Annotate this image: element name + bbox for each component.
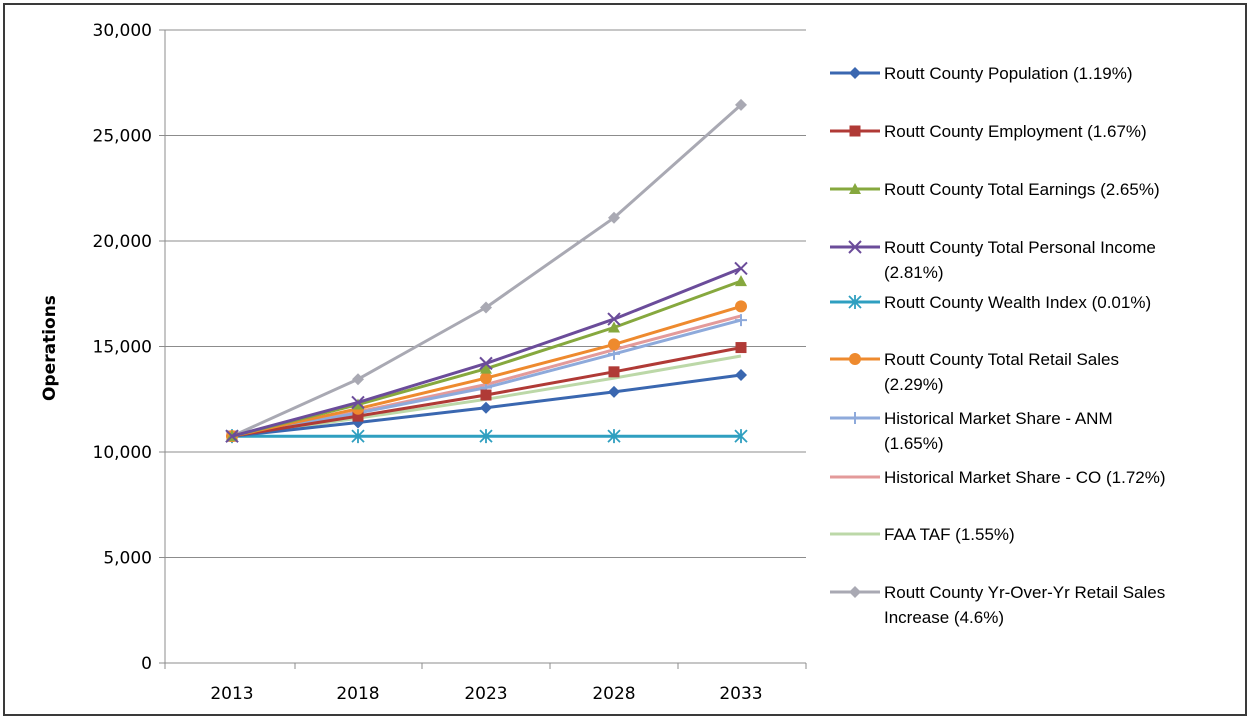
y-tick-label: 30,000 (93, 21, 152, 41)
legend-label: Routt County Wealth Index (0.01%) (884, 293, 1151, 312)
series-marker (351, 429, 365, 444)
y-axis-title: Operations (40, 295, 60, 401)
series-marker (734, 261, 748, 276)
x-tick-label: 2023 (464, 684, 507, 704)
series-marker (735, 342, 747, 354)
y-tick-labels: 0 5,000 10,000 15,000 20,000 25,000 30,000 (93, 21, 152, 674)
legend-label: (2.29%) (884, 375, 944, 394)
y-tick-label: 20,000 (93, 232, 152, 252)
series-marker (849, 412, 861, 424)
series-marker (849, 183, 861, 194)
legend-label: Routt County Total Retail Sales (884, 350, 1119, 369)
legend-label: Routt County Total Earnings (2.65%) (884, 180, 1160, 199)
series-marker (735, 98, 747, 111)
y-tick-label: 10,000 (93, 443, 152, 463)
legend-entry: Routt County Yr-Over-Yr Retail Sales Incr… (830, 583, 1165, 627)
legend-label: (1.65%) (884, 434, 944, 453)
legend-label: Routt County Total Personal Income (884, 238, 1156, 257)
legend-entry: Routt County Total Retail Sales (2.29%) (830, 350, 1119, 394)
x-tick-label: 2013 (210, 684, 253, 704)
series-marker (608, 366, 620, 378)
legend-label: (2.81%) (884, 263, 944, 282)
x-tick-labels: 2013 2018 2023 2028 2033 (210, 684, 762, 704)
series-marker (735, 314, 747, 327)
series-marker (607, 312, 621, 326)
series-marker (480, 301, 492, 314)
y-tick-label: 5,000 (103, 549, 152, 569)
series-marker (480, 389, 492, 401)
series-marker (480, 401, 492, 414)
series-marker (849, 586, 861, 598)
series-5 (225, 429, 748, 444)
series-marker (480, 362, 492, 374)
y-tick-label: 0 (141, 654, 152, 674)
series-marker (479, 356, 493, 371)
legend: Routt County Population (1.19%) Routt Cou… (830, 64, 1166, 627)
series-marker (734, 429, 748, 444)
legend-entry: Routt County Wealth Index (0.01%) (830, 293, 1151, 312)
legend-label: Historical Market Share - ANM (884, 409, 1113, 428)
series-marker (848, 240, 862, 254)
gridlines (159, 29, 806, 664)
chart-frame (3, 3, 1247, 716)
legend-label: Historical Market Share - CO (1.72%) (884, 468, 1166, 487)
series-marker (352, 373, 364, 386)
y-tick-label: 15,000 (93, 338, 152, 358)
legend-entry: FAA TAF (1.55%) (830, 525, 1015, 544)
series-marker (608, 211, 620, 224)
series-marker (608, 338, 620, 351)
series-marker (351, 395, 365, 410)
x-tick-label: 2018 (336, 684, 379, 704)
series-marker (607, 429, 621, 444)
legend-label: Routt County Employment (1.67%) (884, 122, 1147, 141)
series-marker (849, 67, 861, 79)
series-marker (608, 321, 620, 333)
legend-label: Increase (4.6%) (884, 608, 1004, 627)
legend-label: Routt County Population (1.19%) (884, 64, 1133, 83)
legend-entry: Routt County Total Personal Income (2.81%… (830, 238, 1156, 282)
series-4 (225, 261, 748, 443)
legend-entry: Historical Market Share - ANM (1.65%) (830, 409, 1113, 453)
series-marker (480, 372, 492, 385)
legend-entry: Routt County Total Earnings (2.65%) (830, 180, 1160, 199)
legend-entry: Routt County Employment (1.67%) (830, 122, 1147, 141)
series-marker (225, 429, 239, 443)
legend-label: FAA TAF (1.55%) (884, 525, 1015, 544)
series-marker (848, 295, 862, 309)
series-10 (226, 98, 747, 443)
series-marker (608, 385, 620, 398)
legend-entry: Routt County Population (1.19%) (830, 64, 1133, 83)
y-tick-label: 25,000 (93, 127, 152, 147)
x-tick-label: 2028 (592, 684, 635, 704)
series-marker (849, 125, 861, 137)
series-marker (735, 275, 747, 287)
series-marker (479, 429, 493, 444)
series-marker (849, 353, 861, 365)
legend-entry: Historical Market Share - CO (1.72%) (830, 468, 1166, 487)
series-marker (352, 410, 364, 422)
legend-label: Routt County Yr-Over-Yr Retail Sales (884, 583, 1165, 602)
x-tick-label: 2033 (719, 684, 762, 704)
series-marker (735, 368, 747, 381)
axes (164, 30, 807, 669)
series-marker (735, 300, 747, 313)
series-lines (225, 98, 748, 444)
